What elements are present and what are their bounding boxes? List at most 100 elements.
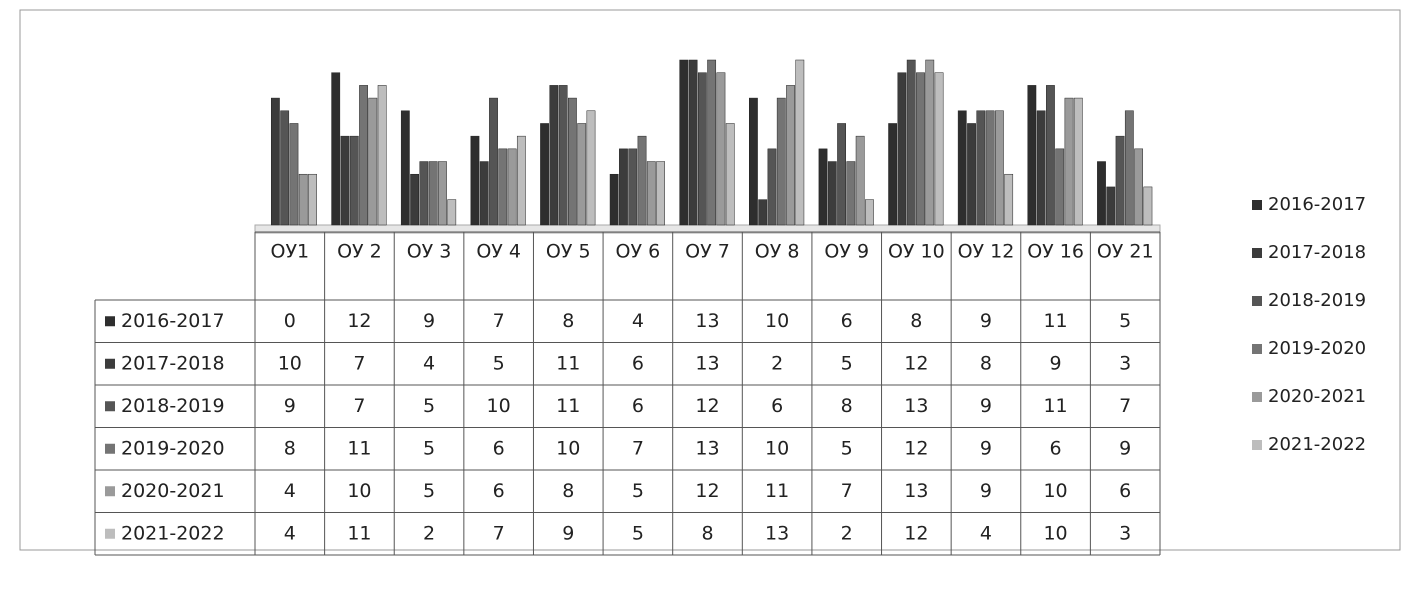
bar bbox=[400, 110, 410, 226]
bar bbox=[1073, 97, 1083, 226]
table-value: 6 bbox=[632, 395, 644, 417]
bar bbox=[577, 123, 587, 226]
bar bbox=[609, 173, 619, 226]
table-value: 2 bbox=[841, 522, 853, 544]
table-value: 7 bbox=[841, 480, 853, 502]
bar bbox=[368, 97, 378, 226]
table-value: 8 bbox=[284, 437, 296, 459]
bar bbox=[818, 148, 828, 226]
bar bbox=[516, 135, 526, 226]
table-legend-key bbox=[105, 316, 115, 327]
table-value: 11 bbox=[1043, 310, 1067, 332]
bar bbox=[1046, 85, 1055, 226]
table-value: 7 bbox=[632, 437, 644, 459]
chart-border bbox=[19, 9, 1401, 551]
table-value: 3 bbox=[1119, 352, 1131, 374]
bar bbox=[1064, 97, 1074, 226]
bar bbox=[985, 110, 995, 226]
bar bbox=[447, 199, 457, 226]
table-value: 2 bbox=[423, 522, 435, 544]
table-value: 5 bbox=[632, 522, 644, 544]
bar bbox=[549, 85, 559, 226]
table-value: 6 bbox=[493, 480, 505, 502]
table-row-label: 2018-2019 bbox=[121, 395, 225, 417]
table-value: 5 bbox=[493, 352, 505, 374]
table-value: 9 bbox=[980, 310, 992, 332]
table-value: 2 bbox=[771, 352, 783, 374]
table-value: 12 bbox=[904, 522, 928, 544]
bar bbox=[646, 161, 656, 226]
table-value: 4 bbox=[423, 352, 435, 374]
table-value: 0 bbox=[284, 310, 296, 332]
table-value: 8 bbox=[562, 480, 574, 502]
table-value: 8 bbox=[910, 310, 922, 332]
category-label: ОУ 21 bbox=[1097, 241, 1154, 263]
table-legend-key bbox=[105, 401, 115, 412]
bar bbox=[846, 161, 856, 226]
table-value: 5 bbox=[423, 480, 435, 502]
bar bbox=[1097, 161, 1106, 226]
bar bbox=[1143, 186, 1153, 226]
table-value: 11 bbox=[1043, 395, 1067, 417]
table-value: 3 bbox=[1119, 522, 1131, 544]
table-value: 8 bbox=[841, 395, 853, 417]
table-row-label: 2019-2020 bbox=[121, 437, 225, 459]
bar bbox=[906, 59, 916, 226]
legend-key bbox=[1252, 392, 1262, 402]
bar bbox=[925, 59, 935, 226]
bar bbox=[489, 97, 498, 226]
table-value: 13 bbox=[904, 395, 928, 417]
table-value: 6 bbox=[632, 352, 644, 374]
category-label: ОУ1 bbox=[270, 241, 309, 263]
table-value: 5 bbox=[1119, 310, 1131, 332]
legend-label: 2019-2020 bbox=[1268, 338, 1366, 359]
table-value: 6 bbox=[771, 395, 783, 417]
table-value: 10 bbox=[1043, 480, 1067, 502]
table-row-label: 2016-2017 bbox=[121, 310, 225, 332]
legend-label: 2016-2017 bbox=[1268, 194, 1366, 215]
table-value: 12 bbox=[695, 480, 719, 502]
table-legend-key bbox=[105, 528, 115, 539]
legend-key bbox=[1252, 344, 1262, 354]
bar bbox=[470, 135, 480, 226]
table-value: 12 bbox=[904, 352, 928, 374]
category-label: ОУ 4 bbox=[476, 241, 521, 263]
table-value: 7 bbox=[353, 352, 365, 374]
table-value: 13 bbox=[765, 522, 789, 544]
legend-key bbox=[1252, 248, 1262, 258]
table-row-label: 2017-2018 bbox=[121, 352, 225, 374]
legend-key bbox=[1252, 200, 1262, 210]
category-label: ОУ 10 bbox=[888, 241, 945, 263]
bar bbox=[289, 123, 299, 226]
bar bbox=[270, 97, 280, 226]
table-value: 5 bbox=[841, 352, 853, 374]
table-value: 7 bbox=[493, 310, 505, 332]
bar bbox=[298, 173, 308, 226]
bar bbox=[837, 123, 846, 226]
bar bbox=[679, 59, 689, 226]
bar bbox=[786, 85, 795, 226]
bar bbox=[359, 85, 368, 226]
category-label: ОУ 8 bbox=[755, 241, 800, 263]
bar bbox=[855, 135, 865, 226]
table-value: 6 bbox=[1119, 480, 1131, 502]
bar bbox=[628, 148, 638, 226]
bar bbox=[419, 161, 429, 226]
bar bbox=[558, 85, 568, 226]
legend-label: 2020-2021 bbox=[1268, 386, 1366, 407]
bar bbox=[707, 59, 717, 226]
table-value: 10 bbox=[765, 310, 789, 332]
bar bbox=[331, 72, 341, 226]
category-label: ОУ 12 bbox=[958, 241, 1015, 263]
table-value: 13 bbox=[695, 310, 719, 332]
bar bbox=[656, 161, 665, 226]
bar bbox=[1055, 148, 1065, 226]
bar bbox=[498, 148, 508, 226]
category-label: ОУ 2 bbox=[337, 241, 382, 263]
table-value: 7 bbox=[1119, 395, 1131, 417]
bar bbox=[934, 72, 944, 226]
bar bbox=[749, 97, 758, 226]
bar bbox=[428, 161, 438, 226]
legend-label: 2018-2019 bbox=[1268, 290, 1366, 311]
